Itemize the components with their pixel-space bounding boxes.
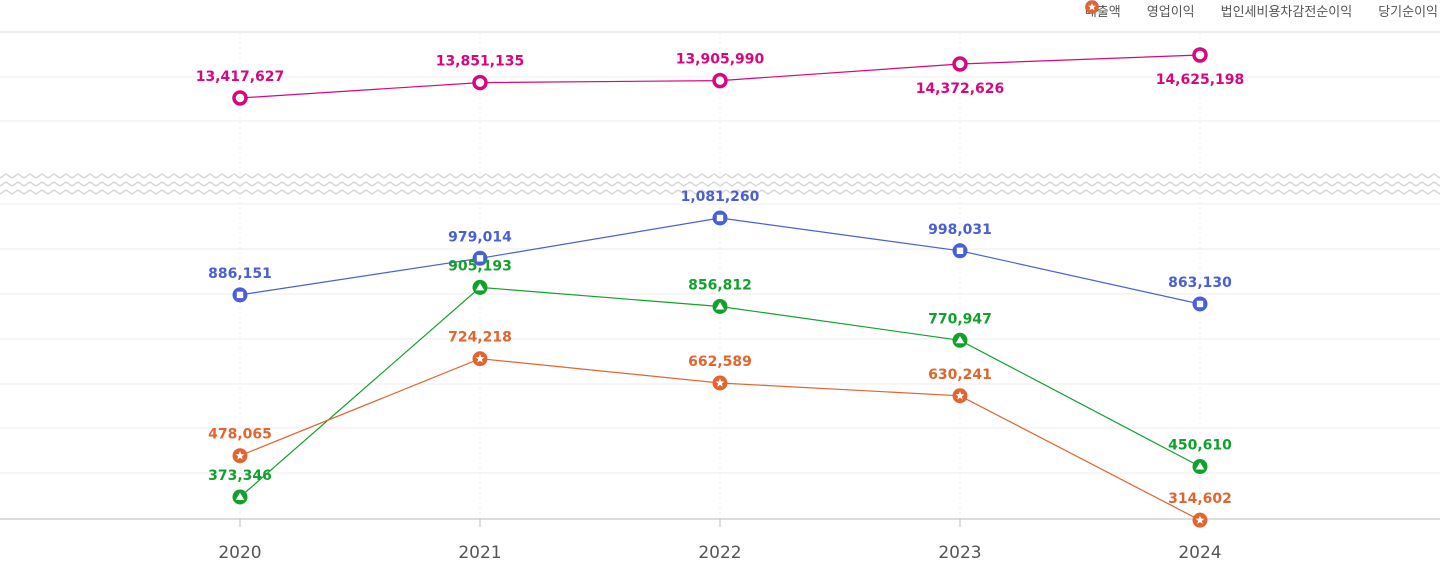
x-tick-label-2021: 2021: [458, 543, 501, 562]
x-tick-label-2020: 2020: [218, 543, 261, 562]
data-point-영업이익-2022: [712, 210, 728, 226]
data-point-당기순이익-2020: [232, 448, 248, 464]
data-point-영업이익-2020: [232, 287, 248, 303]
data-label-영업이익-2024: 863,130: [1168, 275, 1232, 291]
legend-marker-당기순이익: [1085, 0, 1099, 14]
legend-item-당기순이익[interactable]: 당기순이익: [1085, 0, 1438, 20]
marker-ring: [952, 56, 968, 72]
data-label-당기순이익-2022: 662,589: [688, 354, 752, 370]
data-point-법인세비용차감전순이익-2024: [1192, 459, 1208, 475]
series-법인세비용차감전순이익: 373,346 905,193 856,812 770,947 450,610: [208, 258, 1232, 505]
marker-square: [1196, 300, 1204, 308]
data-point-매출액-2022: [712, 72, 728, 89]
data-label-법인세비용차감전순이익-2023: 770,947: [928, 311, 992, 327]
marker-star: [475, 354, 485, 363]
data-label-매출액-2020: 13,417,627: [196, 69, 285, 85]
marker-ring: [712, 72, 728, 89]
data-point-영업이익-2024: [1192, 296, 1208, 312]
x-tick-label-2022: 2022: [698, 543, 741, 562]
data-point-법인세비용차감전순이익-2020: [232, 489, 248, 505]
marker-square: [476, 255, 484, 262]
data-point-법인세비용차감전순이익-2021: [472, 279, 488, 295]
marker-ring: [1192, 47, 1208, 63]
data-point-당기순이익-2023: [952, 388, 968, 404]
data-label-법인세비용차감전순이익-2024: 450,610: [1168, 438, 1232, 454]
data-label-영업이익-2022: 1,081,260: [681, 189, 760, 205]
data-point-당기순이익-2022: [712, 375, 728, 391]
data-point-매출액-2020: [232, 90, 248, 106]
data-point-매출액-2024: [1192, 47, 1208, 63]
axis-break: [0, 173, 1440, 195]
legend-label: 영업이익: [1146, 4, 1195, 20]
marker-ring: [472, 74, 488, 91]
marker-star: [955, 391, 965, 400]
data-label-법인세비용차감전순이익-2021: 905,193: [448, 258, 512, 274]
data-label-당기순이익-2023: 630,241: [928, 367, 992, 383]
marker-star: [715, 378, 725, 387]
data-point-당기순이익-2021: [472, 351, 488, 367]
marker-square: [716, 214, 724, 222]
series-당기순이익: 478,065 724,218 662,589 630,241 314,602: [208, 330, 1232, 528]
data-label-당기순이익-2020: 478,065: [208, 427, 272, 443]
data-point-당기순이익-2024: [1192, 512, 1208, 528]
star-icon: [1085, 0, 1099, 14]
series-매출액: 13,417,627 13,851,135 13,905,990 14,372,626…: [196, 47, 1245, 106]
marker-triangle: [1195, 462, 1205, 470]
axis-break-zigzag: [0, 189, 1440, 195]
legend-label: 당기순이익: [1378, 4, 1438, 20]
data-label-영업이익-2020: 886,151: [208, 266, 272, 282]
data-label-당기순이익-2024: 314,602: [1168, 491, 1232, 507]
data-point-영업이익-2021: [472, 250, 488, 266]
data-label-영업이익-2023: 998,031: [928, 222, 992, 238]
data-point-법인세비용차감전순이익-2022: [712, 298, 728, 314]
axis-break-zigzag: [0, 173, 1440, 179]
marker-square: [236, 291, 244, 299]
x-tick-label-2024: 2024: [1178, 543, 1221, 562]
data-label-영업이익-2021: 979,014: [448, 229, 512, 245]
marker-ring: [232, 90, 248, 106]
axis-break-zigzag: [0, 181, 1440, 187]
marker-star: [1195, 515, 1205, 524]
data-label-매출액-2022: 13,905,990: [676, 52, 765, 68]
data-point-법인세비용차감전순이익-2023: [952, 332, 968, 348]
x-tick-label-2023: 2023: [938, 543, 981, 562]
legend-item-영업이익[interactable]: 영업이익: [1085, 0, 1195, 20]
data-point-매출액-2021: [472, 74, 488, 91]
marker-triangle: [955, 336, 965, 344]
data-point-영업이익-2023: [952, 243, 968, 259]
marker-star: [235, 451, 245, 460]
marker-square: [956, 247, 964, 255]
data-label-매출액-2024: 14,625,198: [1156, 72, 1245, 88]
legend-item-법인세비용차감전순이익[interactable]: 법인세비용차감전순이익: [1085, 0, 1353, 20]
data-label-법인세비용차감전순이익-2020: 373,346: [208, 468, 272, 484]
data-point-매출액-2023: [952, 56, 968, 72]
marker-triangle: [715, 302, 725, 310]
data-label-매출액-2021: 13,851,135: [436, 54, 525, 70]
chart-legend: 매출액 영업이익 법인세비용차감전순이익 당기순이익: [1085, 0, 1438, 20]
legend-label: 법인세비용차감전순이익: [1220, 4, 1353, 20]
series-영업이익: 886,151 979,014 1,081,260 998,031 863,130: [208, 189, 1232, 312]
marker-triangle: [475, 283, 485, 291]
data-label-법인세비용차감전순이익-2022: 856,812: [688, 278, 752, 294]
data-label-매출액-2023: 14,372,626: [916, 81, 1005, 97]
data-label-당기순이익-2021: 724,218: [448, 330, 512, 346]
marker-star: [1088, 2, 1096, 11]
marker-triangle: [235, 492, 245, 500]
